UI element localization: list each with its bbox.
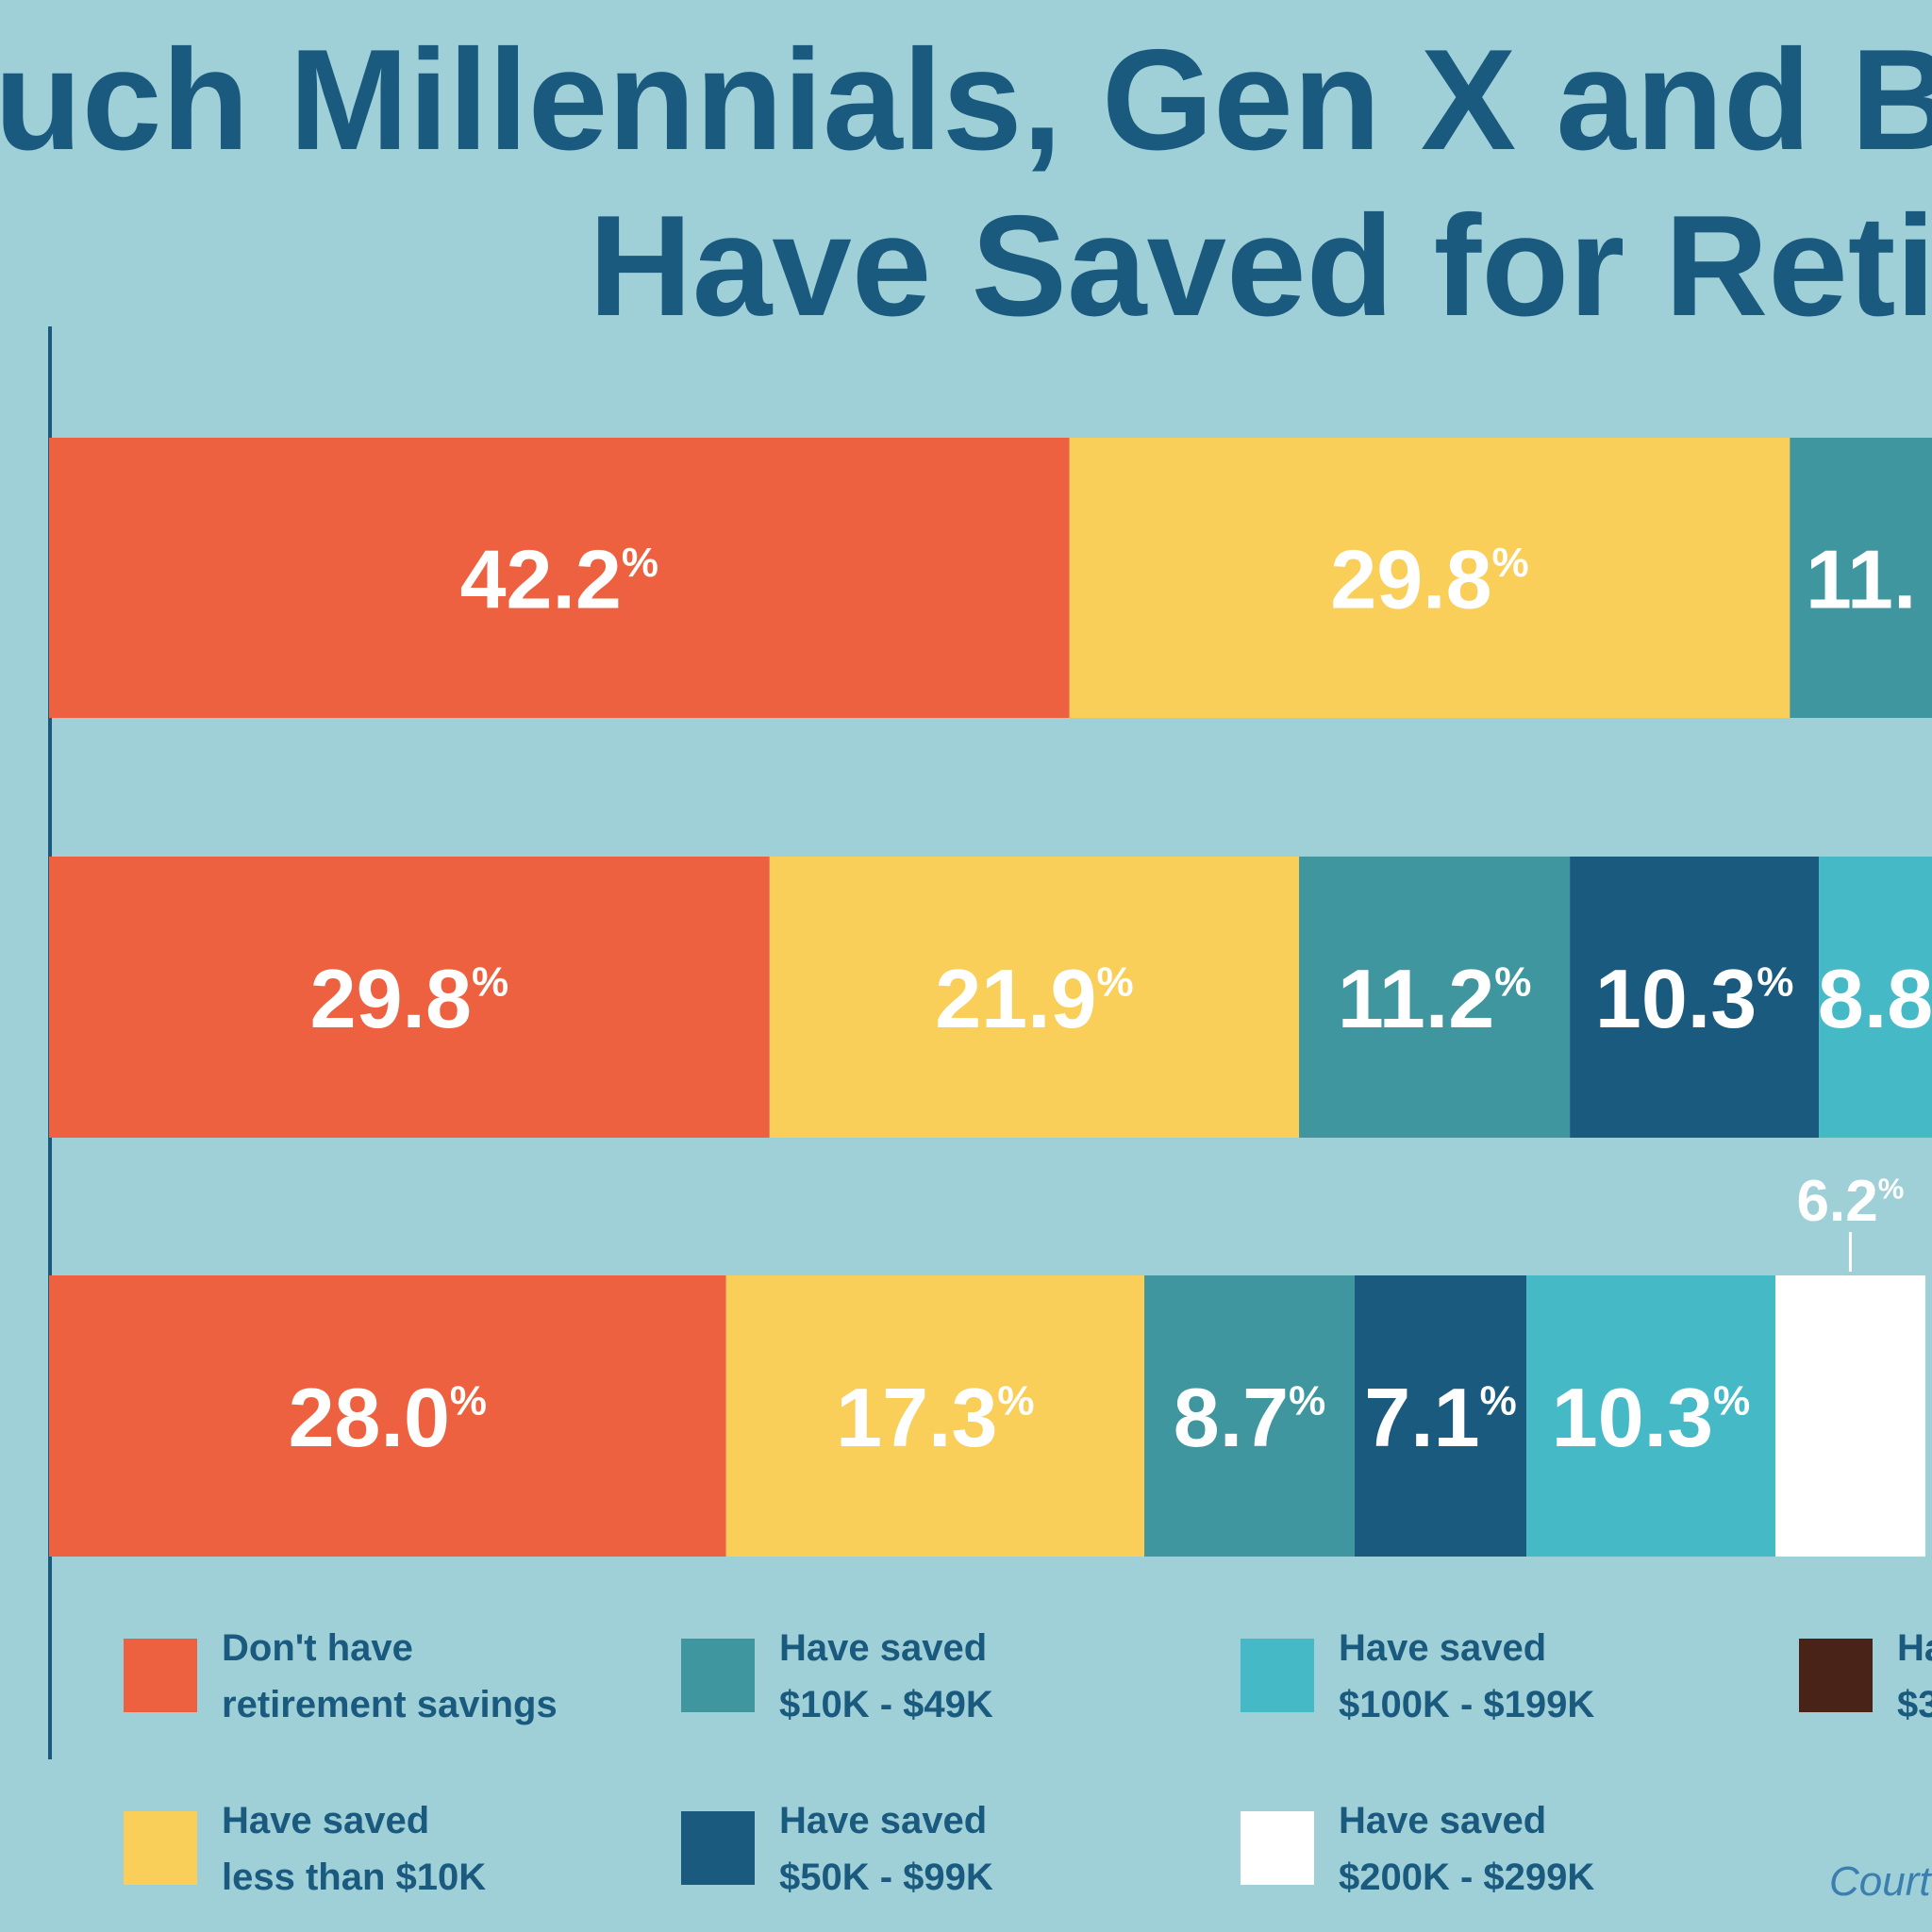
chart-title: uch Millennials, Gen X and B <box>0 20 1932 180</box>
bar-segment <box>1790 438 1932 718</box>
legend-label: Have saved $50K - $99K <box>779 1800 993 1898</box>
legend-label: Have saved less than $10K <box>222 1800 487 1898</box>
legend-swatch <box>681 1639 755 1712</box>
data-label: 8.7% <box>1174 1371 1325 1464</box>
data-label: 11.2% <box>1338 952 1532 1045</box>
bar-segment <box>49 438 1070 718</box>
bar-segment <box>1299 857 1571 1138</box>
bar-segment <box>1819 857 1932 1138</box>
data-label: 17.3% <box>836 1371 1034 1464</box>
legend-swatch <box>1241 1639 1314 1712</box>
bar-segment <box>1069 438 1790 718</box>
legend-swatch <box>681 1811 755 1885</box>
bar-segment <box>49 1275 726 1557</box>
data-label: 21.9% <box>935 952 1133 1045</box>
bar-segment <box>1774 1275 1925 1557</box>
bar-segment <box>1355 1275 1526 1557</box>
legend-swatch <box>1241 1811 1314 1885</box>
legend-label: Have saved $10K - $49K <box>779 1627 993 1725</box>
legend-label: Ha $3 <box>1897 1627 1932 1725</box>
data-label: 11. <box>1806 533 1916 626</box>
data-label: 10.3% <box>1595 952 1793 1045</box>
legend-label: Have saved $200K - $299K <box>1339 1800 1595 1898</box>
data-label: 42.2% <box>460 533 658 626</box>
data-label: 28.0% <box>289 1371 487 1464</box>
chart-title: Have Saved for Reti <box>589 186 1932 346</box>
bar-segment <box>49 857 770 1138</box>
data-label: 29.8% <box>1330 533 1528 626</box>
legend-swatch <box>1799 1639 1873 1712</box>
bar-segment <box>1144 1275 1356 1557</box>
data-label: 29.8% <box>310 952 508 1045</box>
bar-segment <box>1525 1275 1775 1557</box>
legend-label: Don't have retirement savings <box>222 1627 558 1725</box>
data-label: 6.2% <box>1797 1169 1905 1234</box>
data-label: 7.1% <box>1364 1371 1516 1464</box>
data-label: 10.3% <box>1552 1371 1750 1464</box>
bar-segment <box>1570 857 1820 1138</box>
bar-segment <box>725 1275 1145 1557</box>
bar-segment <box>769 857 1300 1138</box>
legend-swatch <box>124 1639 197 1712</box>
legend-label: Have saved $100K - $199K <box>1339 1627 1595 1725</box>
data-label: 8.8 <box>1818 952 1932 1045</box>
legend-swatch <box>124 1811 197 1885</box>
source: Court <box>1829 1858 1931 1905</box>
